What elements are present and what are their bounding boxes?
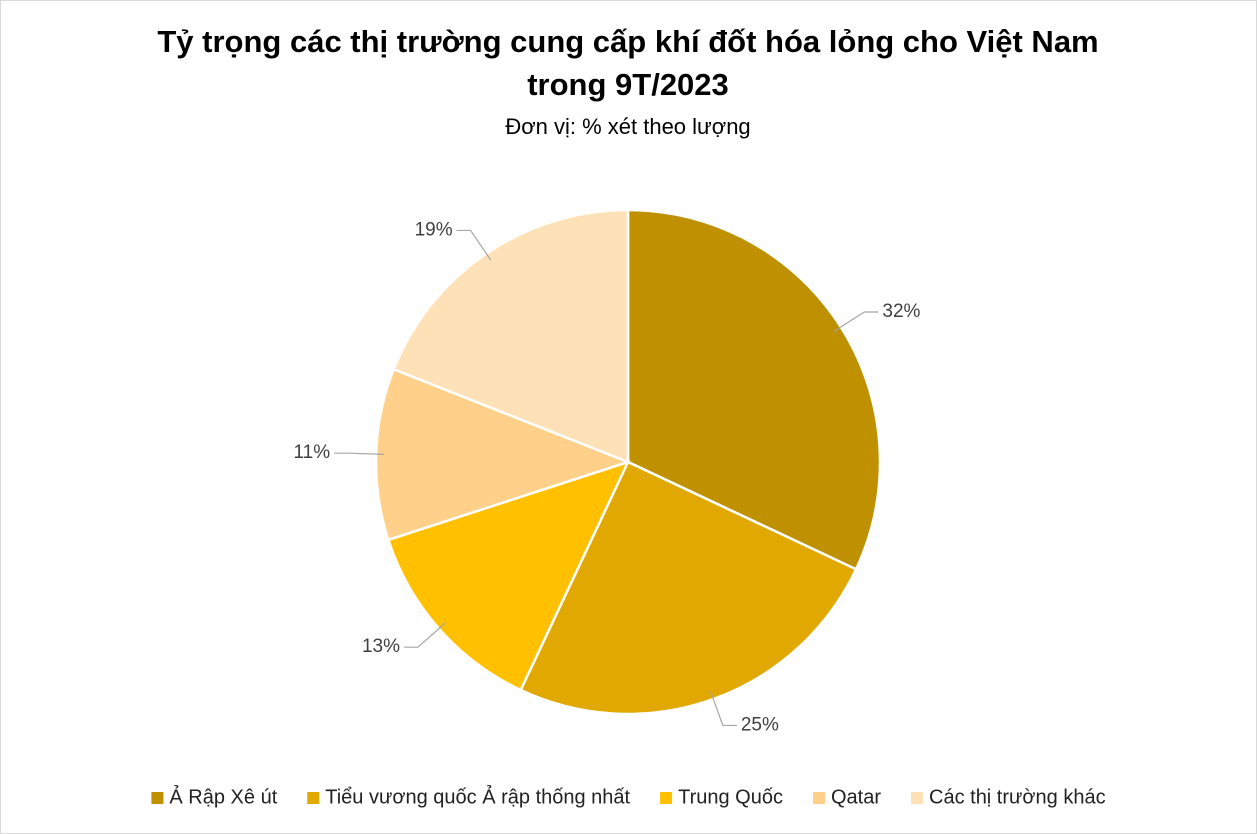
data-label: 32%: [882, 301, 920, 322]
leader-line: [710, 691, 737, 727]
data-label: 11%: [294, 442, 331, 463]
legend-label: Qatar: [831, 786, 881, 808]
leader-line: [833, 311, 879, 332]
legend-label: Các thị trường khác: [929, 786, 1106, 808]
legend-label: Ả Rập Xê út: [169, 785, 277, 808]
chart-title: trong 9T/2023: [527, 67, 729, 102]
legend-label: Tiểu vương quốc Ả rập thống nhất: [325, 785, 630, 808]
data-label: 19%: [415, 219, 453, 240]
leader-line: [403, 622, 446, 648]
leader-line: [456, 229, 492, 261]
data-label: 13%: [362, 636, 400, 657]
chart-title: Tỷ trọng các thị trường cung cấp khí đốt…: [157, 24, 1098, 59]
legend-swatch: [307, 792, 320, 804]
legend: Ả Rập Xê út Tiểu vương quốc Ả rập thống n…: [151, 785, 1106, 808]
chart-subtitle: Đơn vị: % xét theo lượng: [505, 114, 750, 139]
leader-line: [334, 452, 385, 455]
legend-label: Trung Quốc: [678, 786, 783, 808]
legend-swatch: [151, 792, 164, 804]
data-label: 25%: [741, 714, 779, 735]
legend-swatch: [660, 792, 673, 804]
legend-swatch: [812, 792, 825, 804]
legend-swatch: [911, 792, 924, 804]
